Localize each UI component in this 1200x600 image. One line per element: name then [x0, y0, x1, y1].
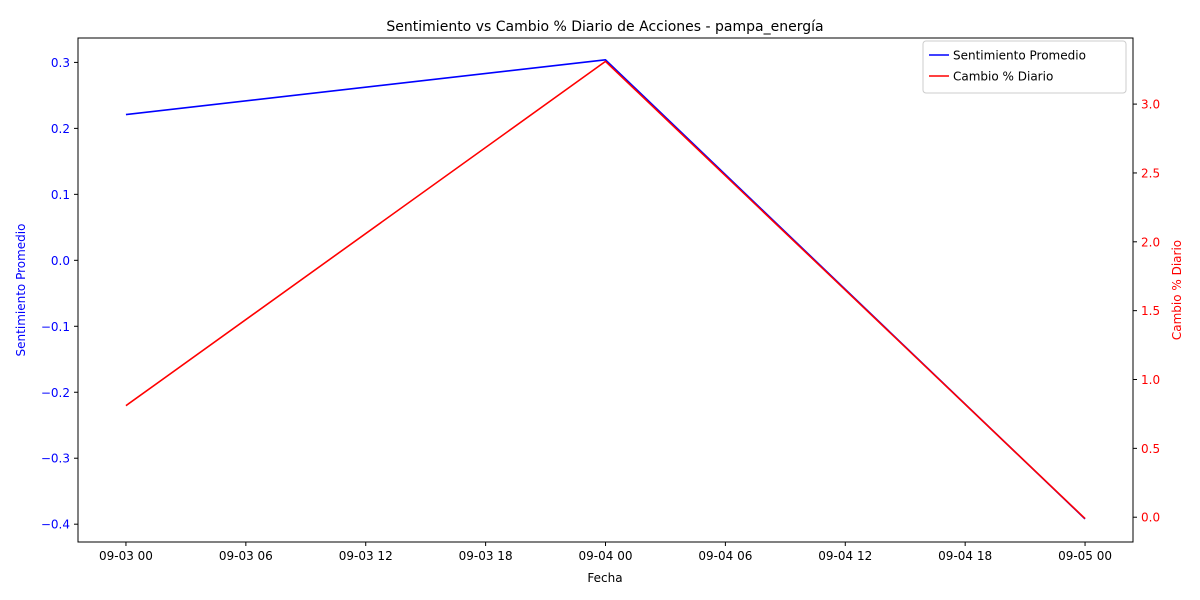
y-right-tick-label: 0.0	[1141, 511, 1160, 525]
series-layer	[125, 58, 1086, 520]
y-left-tick-label: 0.0	[51, 254, 70, 268]
legend-label-sentimiento: Sentimiento Promedio	[953, 49, 1086, 63]
y-left-tick-label: −0.3	[41, 452, 70, 466]
series-line-sentimiento	[125, 58, 1086, 520]
x-tick-label: 09-03 06	[219, 549, 273, 563]
plot-area	[77, 37, 1134, 543]
y-right-tick-label: 2.0	[1141, 235, 1160, 249]
x-tick-label: 09-04 00	[579, 549, 633, 563]
x-tick-label: 09-03 00	[99, 549, 153, 563]
y-axis-right: 0.0 0.5 1.0 1.5 2.0 2.5 3.0	[1133, 98, 1160, 525]
x-tick-label: 09-03 12	[339, 549, 393, 563]
x-tick-label: 09-04 18	[938, 549, 992, 563]
y-right-tick-label: 1.5	[1141, 304, 1160, 318]
y-axis-left: −0.4 −0.3 −0.2 −0.1 0.0 0.1 0.2 0.3	[41, 56, 78, 532]
y-right-tick-label: 0.5	[1141, 442, 1160, 456]
legend-box	[922, 40, 1127, 94]
y-right-tick-label: 1.0	[1141, 373, 1160, 387]
y-left-tick-label: −0.2	[41, 386, 70, 400]
y-right-tick-label: 2.5	[1141, 166, 1160, 180]
x-tick-label: 09-03 18	[459, 549, 513, 563]
legend: Sentimiento Promedio Cambio % Diario	[922, 40, 1127, 94]
y-axis-right-label: Cambio % Diario	[1170, 240, 1184, 340]
y-left-tick-label: 0.1	[51, 188, 70, 202]
y-axis-left-label: Sentimiento Promedio	[14, 224, 28, 357]
y-left-tick-label: 0.2	[51, 122, 70, 136]
x-tick-label: 09-04 06	[698, 549, 752, 563]
x-axis: 09-03 00 09-03 06 09-03 12 09-03 18 09-04 00…	[99, 542, 1112, 563]
y-left-tick-label: −0.1	[41, 320, 70, 334]
y-left-tick-label: −0.4	[41, 518, 70, 532]
x-tick-label: 09-04 12	[818, 549, 872, 563]
x-axis-label: Fecha	[587, 571, 622, 585]
x-tick-label: 09-05 00	[1058, 549, 1112, 563]
legend-label-cambio: Cambio % Diario	[953, 70, 1053, 84]
plot-border	[77, 37, 1134, 543]
y-left-tick-label: 0.3	[51, 56, 70, 70]
series-line-cambio	[125, 60, 1086, 520]
chart-title: Sentimiento vs Cambio % Diario de Accion…	[386, 19, 823, 35]
y-right-tick-label: 3.0	[1141, 98, 1160, 112]
